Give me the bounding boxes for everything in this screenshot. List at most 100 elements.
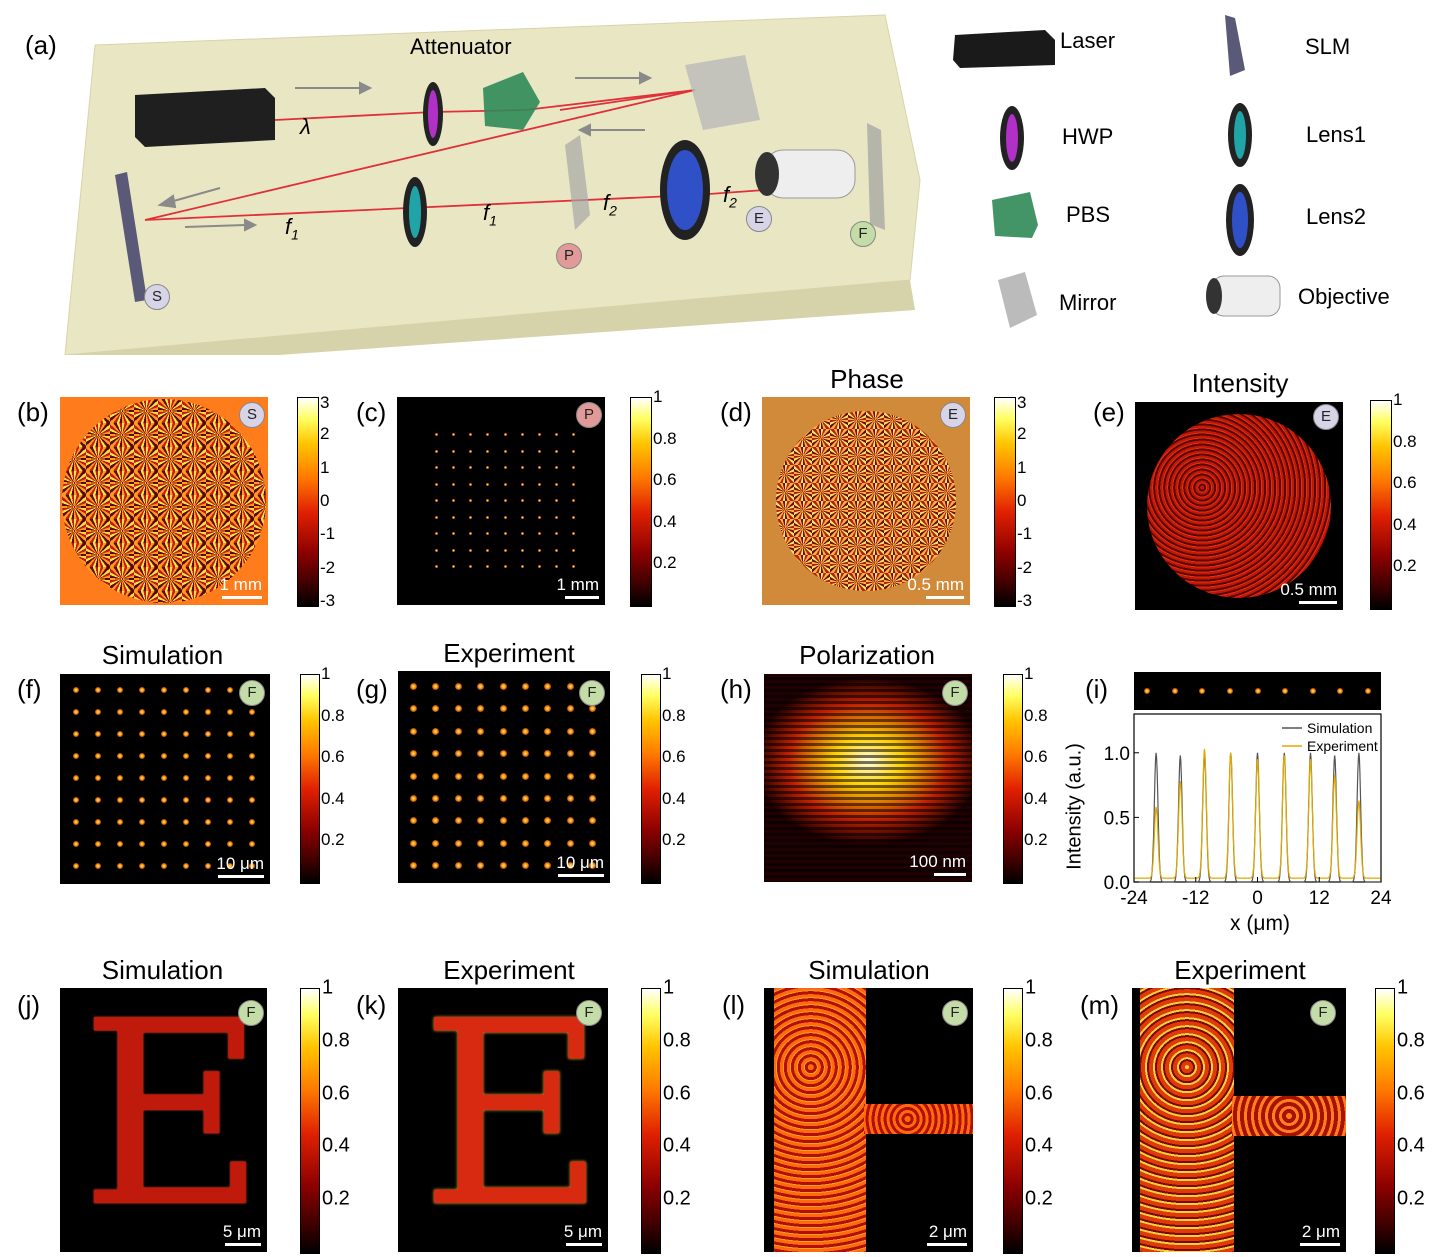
- scalebar-e: 0.5 mm: [1280, 580, 1337, 604]
- colorbar-e: [1370, 400, 1392, 610]
- badge-p: P: [556, 243, 582, 269]
- focal-spot: [520, 499, 524, 502]
- focal-spot: [117, 731, 123, 737]
- focal-spot: [410, 839, 417, 847]
- focal-spot: [95, 841, 101, 847]
- panel-label-j: (j): [17, 990, 41, 1020]
- focal-spot: [410, 772, 417, 780]
- focal-spot: [183, 709, 189, 715]
- focal-spot: [117, 819, 123, 825]
- focal-spot: [503, 433, 507, 436]
- focal-spot: [537, 532, 541, 535]
- focal-spot: [435, 466, 438, 469]
- scalebar-k: 5 μm: [564, 1222, 602, 1246]
- focal-spot: [161, 753, 167, 759]
- lambda-label: λ: [300, 114, 311, 139]
- focal-spot: [205, 797, 211, 803]
- focal-spot: [452, 532, 456, 535]
- f2-label-a: f2: [603, 190, 617, 219]
- focal-spot: [432, 772, 440, 780]
- focal-spot: [227, 863, 233, 869]
- panel-b-slm-phase: 1 mm: [60, 397, 268, 605]
- focal-spot: [249, 775, 255, 781]
- focal-spot: [454, 839, 462, 847]
- focal-spot: [520, 466, 524, 469]
- focal-spot: [183, 797, 189, 803]
- focal-spot: [1199, 688, 1206, 694]
- letter-e-k: E: [420, 988, 607, 1252]
- focal-spot: [139, 797, 145, 803]
- focal-spot: [589, 862, 596, 869]
- focal-spot: [117, 687, 123, 693]
- panel-label-g: (g): [356, 674, 388, 704]
- focal-spot: [73, 687, 79, 693]
- focal-spot: [139, 819, 145, 825]
- focal-spot: [249, 731, 255, 737]
- scalebar-h: 100 nm: [909, 852, 966, 876]
- scalebar-g: 10 μm: [556, 853, 604, 877]
- focal-spot: [589, 727, 596, 735]
- focal-spot: [554, 565, 558, 568]
- badge-m: F: [1310, 1000, 1336, 1026]
- panel-label-c: (c): [356, 397, 387, 427]
- panel-label-f: (f): [17, 674, 42, 704]
- focal-spot: [183, 841, 189, 847]
- badge-c: P: [576, 402, 602, 428]
- focal-spot: [205, 775, 211, 781]
- focal-spot: [572, 548, 575, 552]
- focal-spot: [454, 772, 462, 780]
- focal-spot: [477, 817, 485, 825]
- focal-spot: [117, 775, 123, 781]
- focal-spot: [117, 753, 123, 759]
- y-tick-label: 0.5: [1104, 808, 1130, 829]
- focal-spot: [435, 565, 438, 568]
- focal-spot: [469, 449, 473, 453]
- focal-spot: [161, 863, 167, 869]
- focal-spot: [452, 499, 456, 502]
- legend-hwp: HWP: [1062, 124, 1114, 149]
- title-g: Experiment: [443, 638, 575, 668]
- badge-j: F: [238, 1000, 264, 1026]
- focal-spot: [73, 797, 79, 803]
- panel-g-experiment-array: 10 μm: [398, 671, 610, 883]
- focal-spot: [454, 727, 462, 735]
- focal-spot: [1282, 688, 1289, 694]
- focal-spot: [452, 565, 456, 568]
- series-line-experiment: [1134, 748, 1381, 879]
- y-tick-label: 1.0: [1104, 744, 1130, 765]
- focal-spot: [503, 466, 507, 469]
- focal-spot: [435, 515, 438, 519]
- focal-spot: [410, 727, 417, 735]
- focal-spot: [566, 705, 574, 713]
- focal-spot: [432, 727, 440, 735]
- x-tick-label: -12: [1182, 888, 1209, 909]
- focal-spot: [544, 750, 552, 758]
- focal-spot: [477, 750, 485, 758]
- focal-spot: [537, 499, 541, 502]
- focal-spot: [410, 683, 417, 690]
- focal-spot: [520, 532, 524, 535]
- focal-spot: [161, 731, 167, 737]
- focal-spot: [537, 449, 541, 453]
- focal-spot: [469, 466, 473, 469]
- focal-spot: [544, 794, 552, 802]
- focal-spot: [499, 727, 507, 735]
- focal-spot: [544, 705, 552, 713]
- focal-spot: [521, 794, 529, 802]
- focal-spot: [544, 817, 552, 825]
- focal-spot: [469, 499, 473, 502]
- focal-spot: [544, 772, 552, 780]
- focal-spot: [589, 750, 596, 758]
- focal-spot: [139, 687, 145, 693]
- focal-spot: [95, 819, 101, 825]
- focal-spot: [95, 797, 101, 803]
- f1-label-a: f1: [285, 214, 299, 243]
- focal-spot: [435, 433, 438, 436]
- badge-h: F: [942, 680, 968, 706]
- optical-setup-diagram: [64, 14, 921, 355]
- f1-label-b: f1: [483, 200, 497, 229]
- focal-spot: [521, 705, 529, 713]
- focal-spot: [544, 727, 552, 735]
- panel-e-intensity: 0.5 mm: [1135, 402, 1343, 610]
- panel-label-a: (a): [25, 30, 57, 60]
